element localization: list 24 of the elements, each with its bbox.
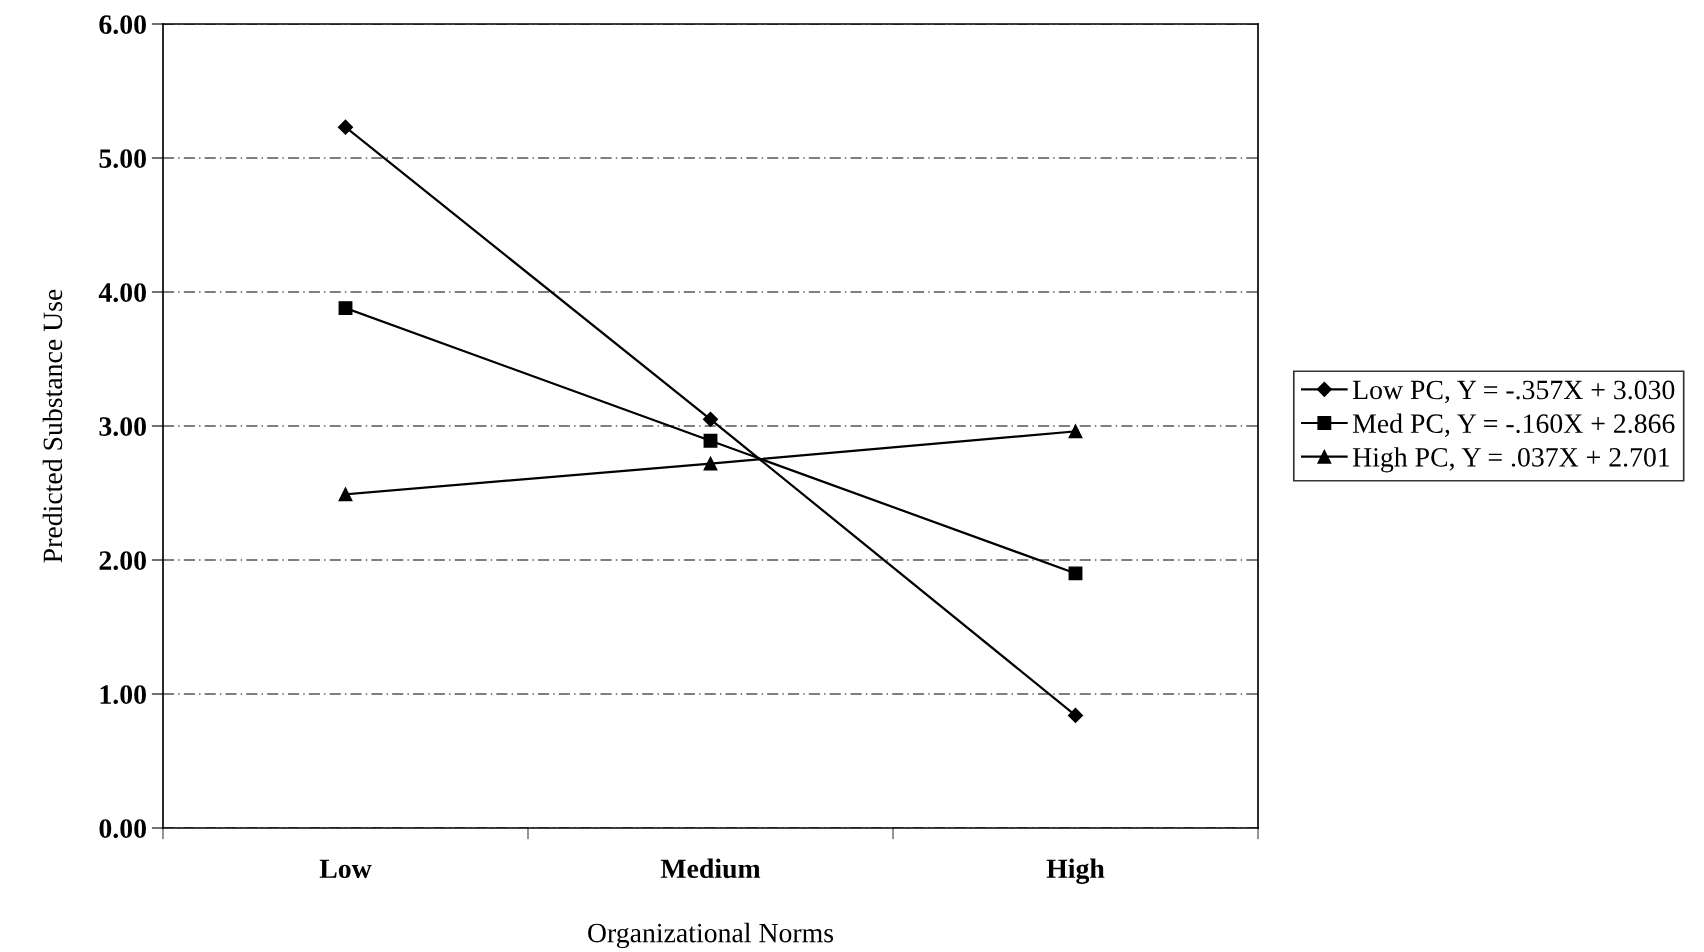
point: [1067, 707, 1084, 724]
legend-label: Low PC, Y = -.357X + 3.030: [1352, 380, 1675, 404]
x-tick-label: Low: [319, 859, 372, 879]
x-tick-label: Medium: [660, 858, 761, 879]
point: [702, 411, 719, 427]
y-tick-label: 6.00: [99, 15, 146, 35]
point: [703, 456, 718, 471]
y-tick-label: 3.00: [99, 417, 146, 437]
y-axis-title: Predicted Substance Use: [42, 289, 63, 563]
legend-label: Med PC, Y = -.160X + 2.866: [1352, 413, 1675, 437]
y-tick-label: 1.00: [100, 685, 146, 705]
x-tick-label: High: [1046, 858, 1105, 884]
y-tick-label: 2.00: [99, 551, 146, 571]
point: [1068, 424, 1083, 439]
y-tick-label: 4.00: [98, 283, 146, 303]
point: [1068, 566, 1083, 581]
legend-label: High PC, Y = .037X + 2.701: [1352, 447, 1670, 473]
point: [338, 487, 353, 502]
x-axis-title: Organizational Norms: [588, 922, 834, 949]
point: [703, 433, 718, 448]
y-tick-label: 0.00: [99, 819, 146, 839]
point: [337, 119, 354, 135]
y-tick-label: 5.00: [99, 149, 146, 169]
point: [338, 301, 353, 316]
